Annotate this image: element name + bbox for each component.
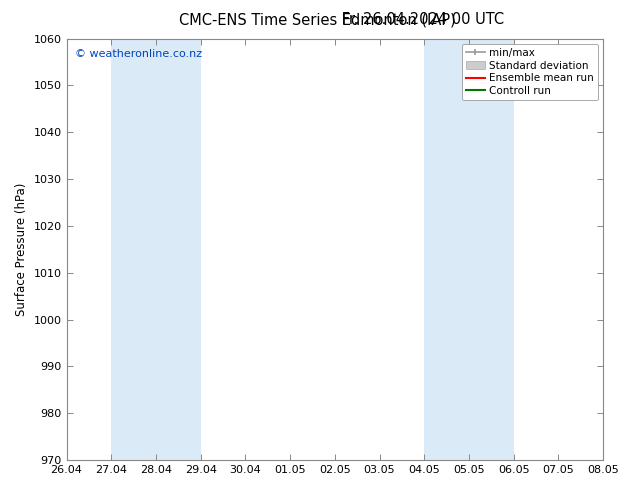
Bar: [111, 39, 201, 460]
Bar: [424, 39, 514, 460]
Text: CMC-ENS Time Series Edmonton (IAP): CMC-ENS Time Series Edmonton (IAP): [179, 12, 455, 27]
Text: Fr. 26.04.2024 00 UTC: Fr. 26.04.2024 00 UTC: [129, 12, 505, 27]
Legend: min/max, Standard deviation, Ensemble mean run, Controll run: min/max, Standard deviation, Ensemble me…: [462, 44, 598, 100]
Text: © weatheronline.co.nz: © weatheronline.co.nz: [75, 49, 202, 59]
Y-axis label: Surface Pressure (hPa): Surface Pressure (hPa): [15, 183, 28, 316]
